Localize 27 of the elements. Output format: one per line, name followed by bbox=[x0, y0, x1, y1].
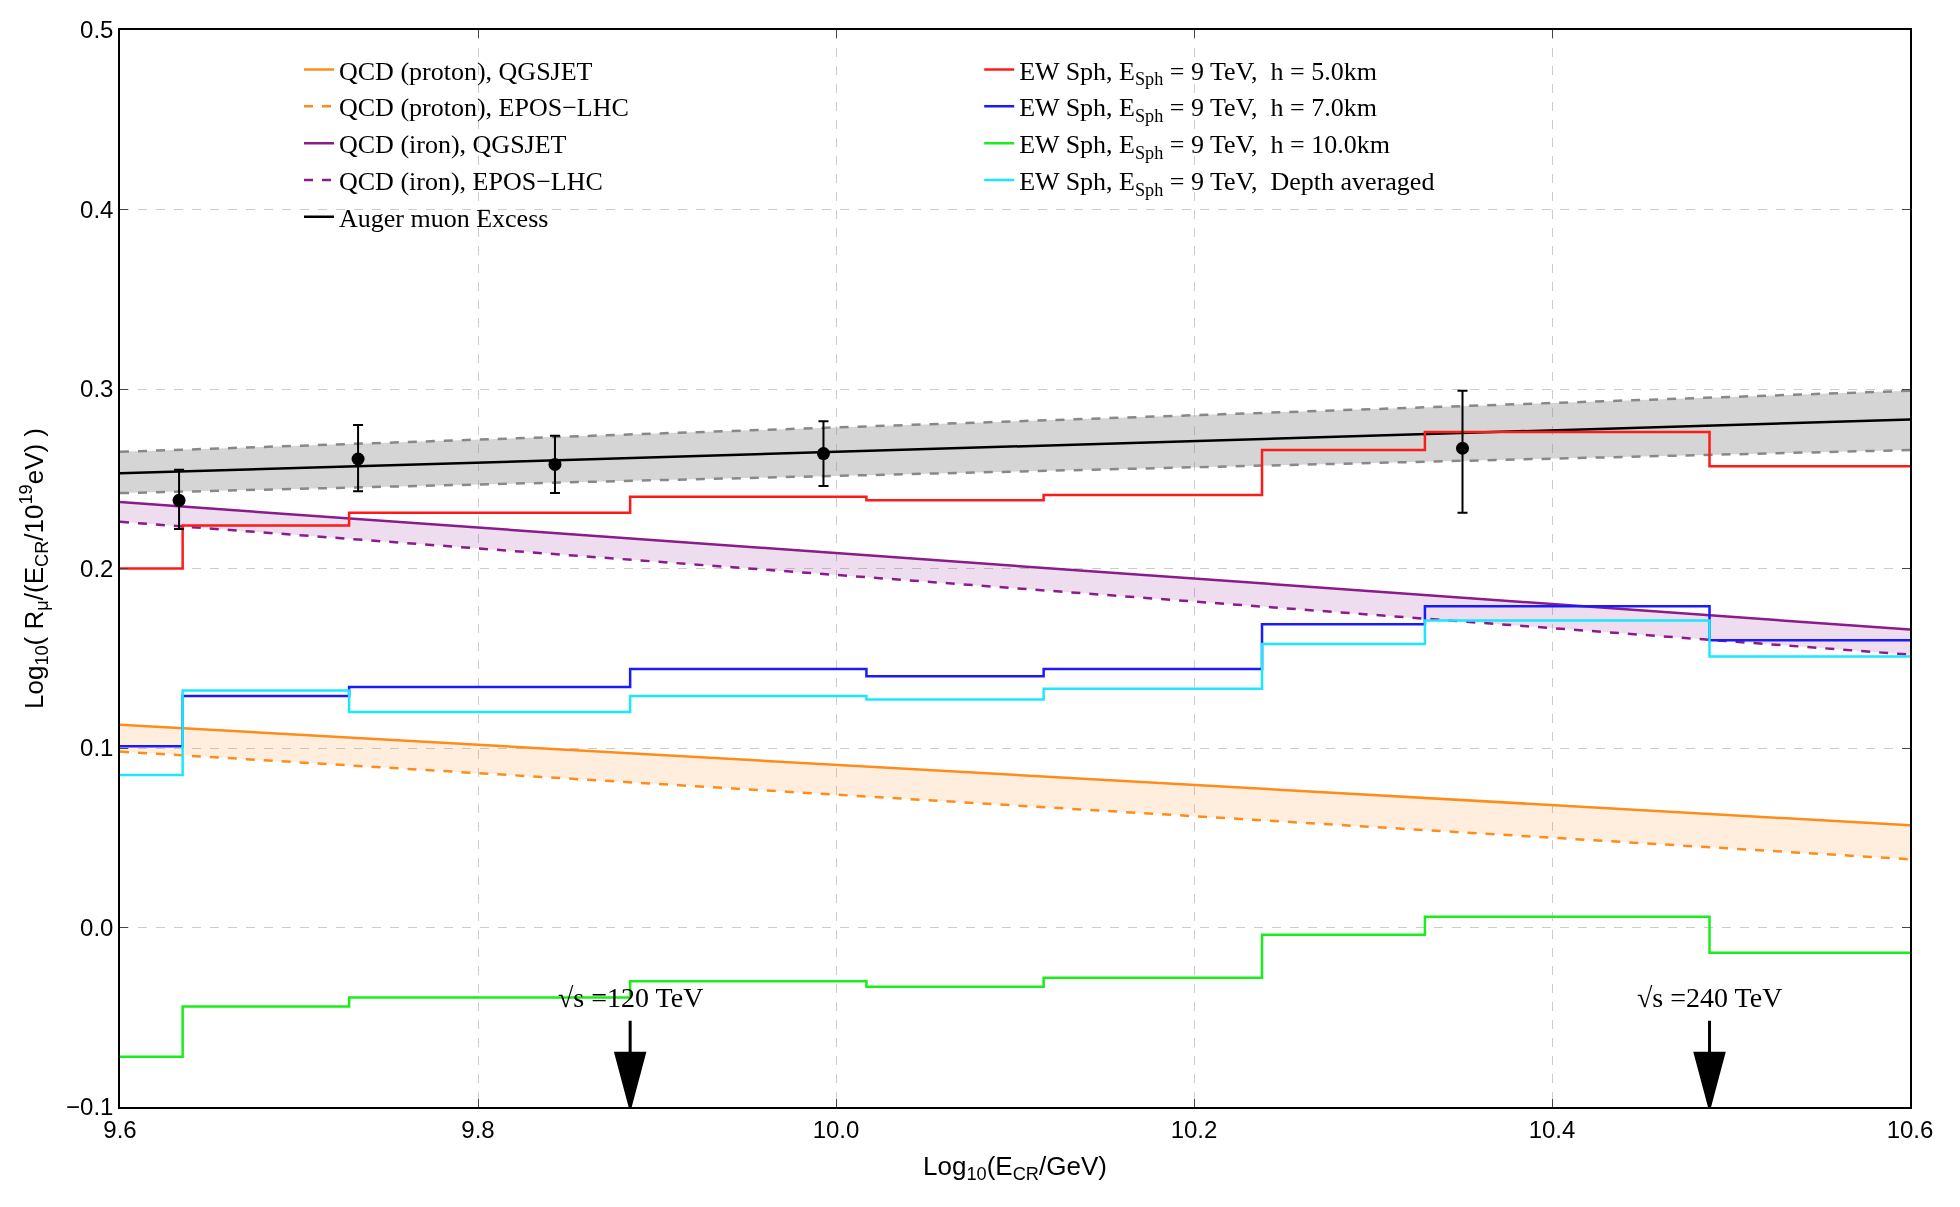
point bbox=[1456, 441, 1469, 455]
legend-label: EW Sph, E$_{Sph}$ = 9 TeV, Depth averaged bbox=[1019, 167, 1435, 200]
point bbox=[172, 493, 186, 507]
y-tick-label: 0.3 bbox=[80, 375, 114, 403]
annotation: √s =240 TeV bbox=[1637, 982, 1783, 1013]
legend-label: Auger muon Excess bbox=[339, 203, 549, 233]
legend-label: QCD (proton), EPOS−LHC bbox=[339, 93, 629, 123]
legend-label: EW Sph, E$_{Sph}$ = 9 TeV, h = 5.0km bbox=[1019, 56, 1377, 90]
point bbox=[548, 457, 562, 471]
y-tick-label: 0.0 bbox=[80, 913, 114, 941]
x-tick-label: 9.8 bbox=[461, 1115, 495, 1143]
y-tick-label: 0.1 bbox=[80, 734, 114, 762]
x-axis-title: Log$_{10}$(E$_{CR}$/GeV) bbox=[923, 1150, 1107, 1185]
x-tick-label: 10.0 bbox=[812, 1115, 860, 1143]
y-tick-label: 0.5 bbox=[80, 16, 114, 44]
x-tick-label: 10.4 bbox=[1528, 1115, 1576, 1143]
point bbox=[351, 452, 365, 466]
y-tick-label: 0.4 bbox=[80, 195, 114, 223]
legend-label: QCD (proton), QGSJET bbox=[339, 56, 593, 86]
x-tick-label: 10.2 bbox=[1170, 1115, 1218, 1143]
legend-label: QCD (iron), EPOS−LHC bbox=[339, 167, 603, 197]
legend-label: EW Sph, E$_{Sph}$ = 9 TeV, h = 10.0km bbox=[1019, 130, 1390, 163]
y-tick-label: 0.2 bbox=[80, 554, 114, 582]
legend-label: QCD (iron), QGSJET bbox=[339, 130, 567, 160]
point bbox=[816, 447, 830, 461]
x-tick-label: 10.6 bbox=[1886, 1115, 1934, 1143]
legend-label: EW Sph, E$_{Sph}$ = 9 TeV, h = 7.0km bbox=[1019, 93, 1377, 126]
